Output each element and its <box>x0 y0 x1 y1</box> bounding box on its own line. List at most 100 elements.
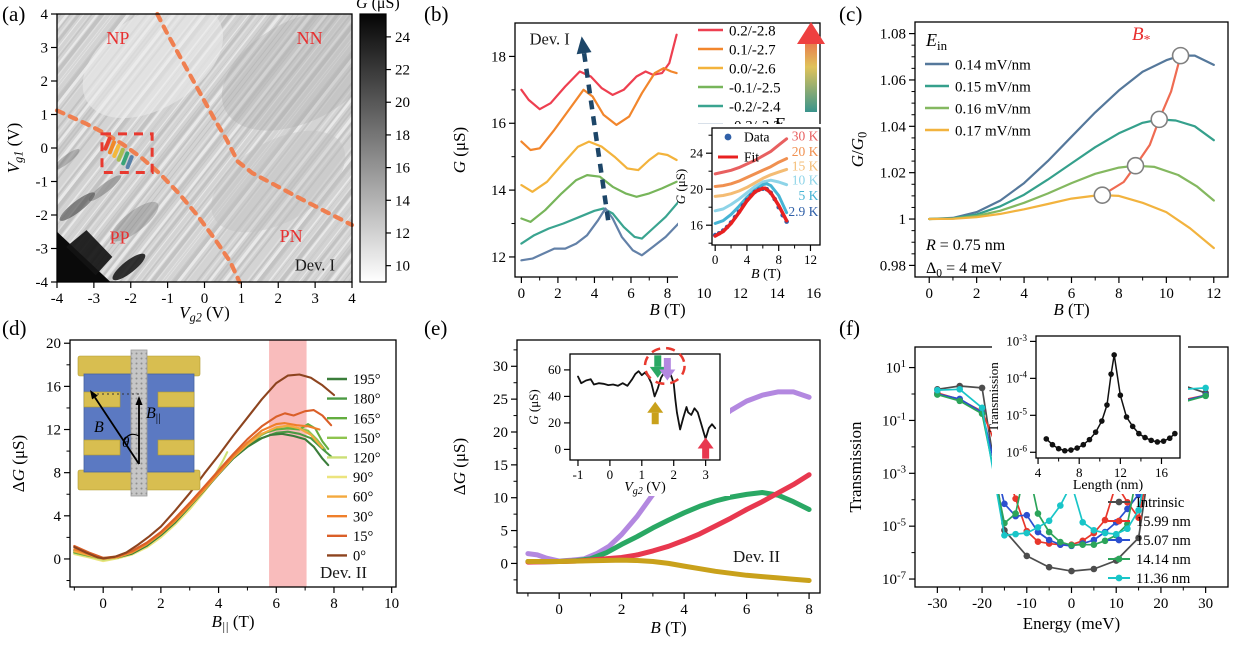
panel-d-angle-dependence-chart: 0 2 4 6 8 10 0 4 8 12 16 20 B||​ (T) ΔG (μS) 195° 180° 1… <box>9 336 399 634</box>
svg-text:24: 24 <box>395 30 411 46</box>
svg-text:16: 16 <box>46 379 62 395</box>
svg-text:2.9 K: 2.9 K <box>788 204 818 219</box>
svg-text:G (μS): G (μS) <box>450 127 469 173</box>
svg-text:20: 20 <box>46 336 61 352</box>
svg-text:B (T): B (T) <box>650 618 686 637</box>
panel-label-f: (f) <box>839 316 860 340</box>
svg-text:12: 12 <box>395 226 410 242</box>
svg-text:3: 3 <box>41 40 49 56</box>
svg-text:0: 0 <box>41 141 49 157</box>
svg-text:1: 1 <box>41 107 49 123</box>
svg-text:-1: -1 <box>161 291 174 307</box>
svg-text:10: 10 <box>1159 286 1174 302</box>
svg-text:4: 4 <box>215 596 223 612</box>
svg-text:180°: 180° <box>353 392 381 408</box>
svg-text:6: 6 <box>743 602 751 618</box>
svg-text:0.98: 0.98 <box>880 258 906 274</box>
svg-text:10: 10 <box>384 596 399 612</box>
svg-text:0: 0 <box>1068 596 1076 612</box>
svg-text:20: 20 <box>395 95 410 111</box>
svg-text:0: 0 <box>555 602 563 618</box>
svg-text:30: 30 <box>493 359 508 375</box>
svg-text:15.07 nm: 15.07 nm <box>1136 533 1192 549</box>
svg-text:-4: -4 <box>51 291 64 307</box>
svg-text:0: 0 <box>925 286 933 302</box>
svg-text:30°: 30° <box>353 509 374 525</box>
svg-text:0: 0 <box>712 252 719 267</box>
svg-text:8: 8 <box>664 286 672 302</box>
svg-text:-3: -3 <box>36 241 49 257</box>
svg-text:0.2/-2.8: 0.2/-2.8 <box>729 23 776 39</box>
svg-text:1.02: 1.02 <box>880 166 906 182</box>
svg-text:0: 0 <box>54 552 62 568</box>
svg-text:8: 8 <box>1076 465 1083 480</box>
svg-text:-1: -1 <box>573 467 584 482</box>
svg-text:1.08: 1.08 <box>880 27 906 43</box>
svg-text:Dev. II: Dev. II <box>320 563 367 582</box>
panel-label-e: (e) <box>424 316 448 340</box>
panel-label-a: (a) <box>2 2 26 26</box>
svg-text:8: 8 <box>775 252 782 267</box>
svg-text:11.36 nm: 11.36 nm <box>1136 571 1191 587</box>
svg-text:120°: 120° <box>353 450 381 466</box>
svg-text:G/G0​: G/G0​ <box>848 132 870 167</box>
svg-text:Δ0​ = 4 meV: Δ0​ = 4 meV <box>926 260 1003 280</box>
svg-text:10: 10 <box>395 259 410 275</box>
svg-text:165°: 165° <box>353 411 381 427</box>
svg-text:NN: NN <box>297 28 323 48</box>
svg-text:-0.1/-2.5: -0.1/-2.5 <box>729 80 781 96</box>
svg-text:16: 16 <box>1155 465 1169 480</box>
svg-text:15: 15 <box>493 458 508 474</box>
svg-text:0: 0 <box>201 291 209 307</box>
svg-text:10: 10 <box>1109 596 1124 612</box>
svg-text:101​: 101​ <box>886 358 906 377</box>
svg-text:-30: -30 <box>927 596 947 612</box>
svg-text:20 K: 20 K <box>792 144 819 159</box>
svg-text:B: B <box>94 419 104 436</box>
svg-text:B (T): B (T) <box>649 300 685 319</box>
svg-text:Intrinsic: Intrinsic <box>1136 495 1184 511</box>
svg-text:3: 3 <box>311 291 319 307</box>
svg-text:4: 4 <box>680 602 688 618</box>
svg-text:1: 1 <box>899 212 907 228</box>
svg-text:14: 14 <box>491 183 507 199</box>
svg-text:30: 30 <box>1198 596 1213 612</box>
svg-text:10: 10 <box>697 286 712 302</box>
svg-text:20: 20 <box>690 181 703 196</box>
svg-text:30 K: 30 K <box>792 129 819 144</box>
svg-text:10 K: 10 K <box>792 173 819 188</box>
svg-text:B (T): B (T) <box>751 267 781 282</box>
svg-text:0: 0 <box>555 442 562 457</box>
svg-text:12: 12 <box>804 252 817 267</box>
svg-text:4: 4 <box>591 286 599 302</box>
svg-text:4: 4 <box>41 7 49 23</box>
svg-text:2: 2 <box>973 286 981 302</box>
svg-text:B (T): B (T) <box>1053 300 1089 319</box>
svg-text:6: 6 <box>273 596 281 612</box>
svg-text:4: 4 <box>1020 286 1028 302</box>
svg-text:8: 8 <box>1115 286 1123 302</box>
svg-text:ΔG (μS): ΔG (μS) <box>450 438 469 495</box>
svg-text:10-1​: 10-1​ <box>882 411 906 430</box>
svg-text:6: 6 <box>627 286 635 302</box>
svg-text:12: 12 <box>1206 286 1221 302</box>
svg-text:Dev. I: Dev. I <box>295 255 335 274</box>
svg-text:18: 18 <box>395 128 410 144</box>
svg-text:1.04: 1.04 <box>880 119 907 135</box>
svg-text:2: 2 <box>618 602 626 618</box>
svg-text:1: 1 <box>639 467 646 482</box>
svg-text:10-3​: 10-3​ <box>882 464 906 483</box>
svg-text:4: 4 <box>348 291 356 307</box>
svg-text:12: 12 <box>491 250 506 266</box>
svg-text:8: 8 <box>805 602 813 618</box>
svg-text:90°: 90° <box>353 470 374 486</box>
svg-text:-2: -2 <box>36 208 49 224</box>
svg-text:R = 0.75 nm: R = 0.75 nm <box>925 237 1006 254</box>
svg-text:0.1/-2.7: 0.1/-2.7 <box>729 42 776 58</box>
svg-text:G (μS): G (μS) <box>356 0 400 12</box>
svg-text:10-3​: 10-3​ <box>1006 334 1027 349</box>
svg-text:2: 2 <box>275 291 283 307</box>
svg-text:θ: θ <box>122 435 130 451</box>
svg-text:B||​: B||​ <box>146 405 160 425</box>
